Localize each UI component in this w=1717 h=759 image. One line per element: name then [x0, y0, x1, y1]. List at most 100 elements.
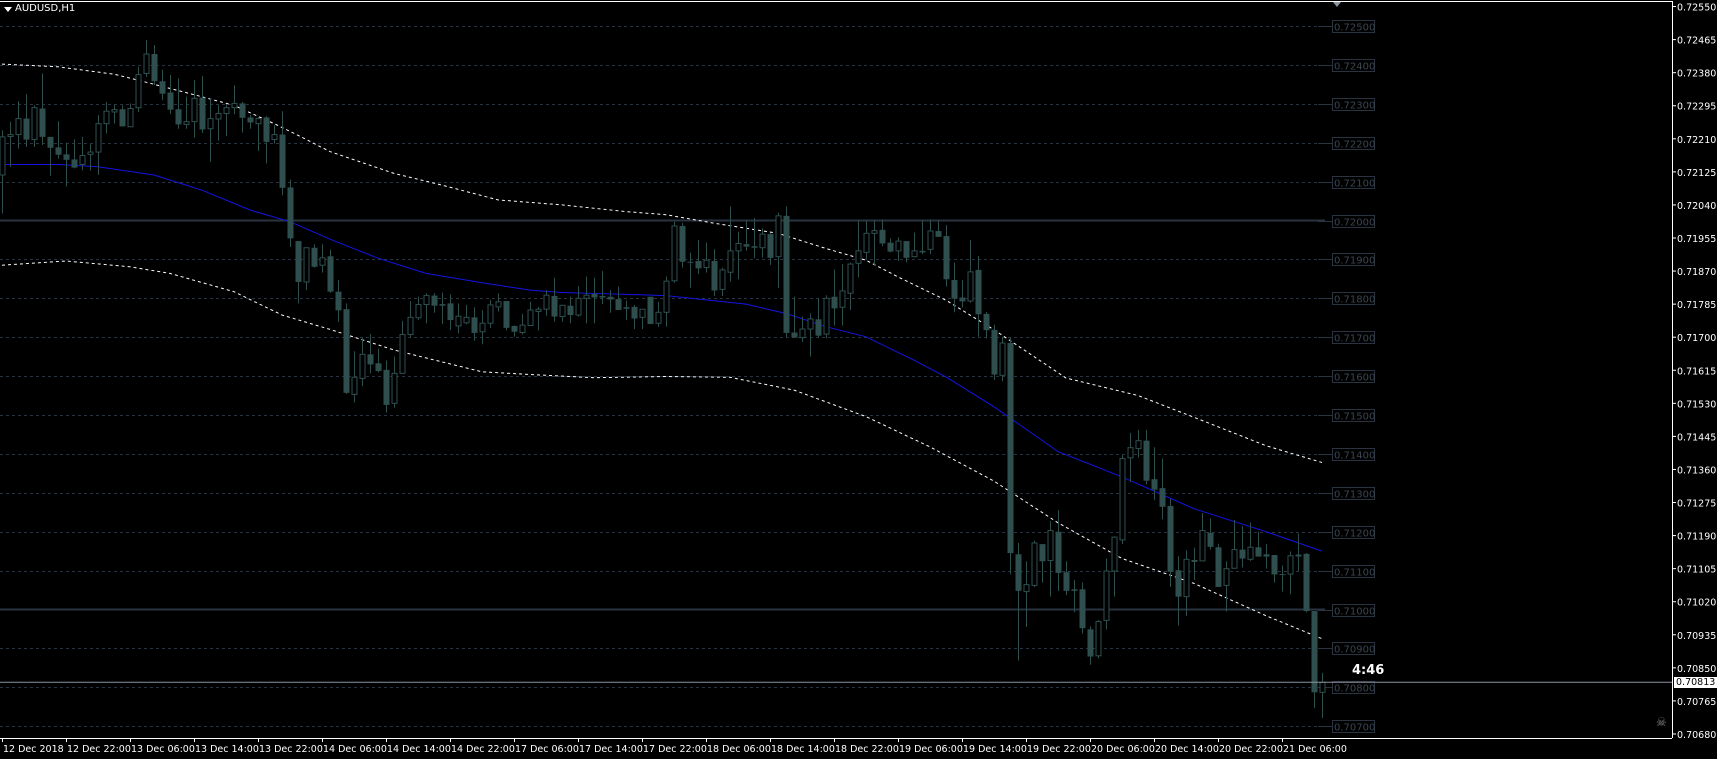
candle-body-bear: [167, 92, 174, 110]
time-axis-label: 20 Dec 06:00: [1091, 744, 1155, 755]
candle: [231, 85, 238, 115]
price-axis-label: 0.71020: [1677, 598, 1716, 609]
candle-body-bear: [791, 332, 798, 338]
candle: [823, 295, 830, 339]
candle: [1159, 458, 1166, 520]
candle: [1023, 561, 1030, 628]
candle-body-bull: [183, 121, 190, 125]
candle-body-bull: [839, 290, 846, 308]
candle-body-bull: [535, 308, 542, 313]
time-axis-label: 12 Dec 22:00: [67, 744, 131, 755]
candle-body-bull: [863, 232, 870, 253]
autoscroll-marker-icon[interactable]: [1333, 2, 1341, 7]
candle-body-bull: [727, 250, 734, 273]
candle: [615, 286, 622, 310]
candle: [119, 105, 126, 127]
candle: [967, 239, 974, 303]
time-axis-label: 17 Dec 22:00: [643, 744, 707, 755]
time-axis-label: 13 Dec 06:00: [131, 744, 195, 755]
grid-label: 0.70700: [1334, 723, 1375, 734]
candle-body-bear: [951, 280, 958, 299]
price-axis-label: 0.72295: [1677, 102, 1716, 113]
candle: [527, 301, 534, 327]
candle-body-bear: [375, 363, 382, 372]
candle-body-bull: [1223, 568, 1230, 586]
candle: [15, 101, 22, 149]
candle-body-bull: [223, 107, 230, 115]
candle: [0, 130, 6, 214]
candle: [151, 45, 158, 86]
candle: [935, 220, 942, 237]
candle-body-bear: [959, 297, 966, 302]
grid-label: 0.71200: [1334, 529, 1375, 540]
candle: [351, 351, 358, 403]
price-axis-label: 0.70680: [1677, 730, 1716, 741]
candle: [87, 144, 94, 171]
candle-body-bull: [271, 134, 278, 141]
candle: [1271, 555, 1278, 583]
candle: [839, 264, 846, 326]
candle-body-bull: [215, 113, 222, 120]
candle-body-bear: [71, 159, 78, 168]
candle: [559, 304, 566, 322]
candle: [431, 293, 438, 313]
candle-body-bull: [1295, 554, 1302, 557]
candle: [1079, 582, 1086, 634]
time-axis-label: 21 Dec 06:00: [1283, 744, 1347, 755]
candle: [719, 267, 726, 296]
price-axis-label: 0.72465: [1677, 36, 1716, 47]
candle-body-bull: [15, 118, 22, 136]
candle-body-bull: [0, 136, 6, 176]
candle: [343, 303, 350, 394]
candle-body-bull: [1135, 440, 1142, 449]
candle-body-bear: [679, 225, 686, 262]
candle: [167, 75, 174, 115]
candle: [423, 293, 430, 324]
candle-body-bear: [783, 215, 790, 333]
candle-body-bull: [423, 295, 430, 306]
candle-body-bull: [671, 225, 678, 282]
chart-title: AUDUSD,H1: [15, 3, 76, 14]
candle: [463, 304, 470, 325]
candle: [207, 98, 214, 162]
candle: [327, 249, 334, 293]
candle: [655, 301, 662, 327]
candle: [551, 277, 558, 322]
candle: [287, 179, 294, 247]
candle: [1143, 429, 1150, 485]
candle: [31, 105, 38, 147]
candle: [271, 125, 278, 144]
candle: [495, 293, 502, 312]
candle-body-bull: [719, 269, 726, 290]
candle-body-bull: [79, 155, 86, 165]
time-axis-label: 18 Dec 06:00: [707, 744, 771, 755]
price-axis-label: 0.71870: [1677, 267, 1716, 278]
candle: [831, 269, 838, 326]
candle: [1055, 510, 1062, 591]
candle: [879, 219, 886, 247]
candle-body-bull: [1231, 549, 1238, 569]
candle-body-bull: [231, 102, 238, 109]
candle: [599, 271, 606, 305]
grid-label: 0.70900: [1334, 645, 1375, 656]
candle: [1191, 547, 1198, 580]
price-axis-label: 0.71105: [1677, 565, 1716, 576]
candle: [751, 218, 758, 259]
moving-average-line: [2, 164, 1323, 552]
candle-body-bull: [1103, 570, 1110, 621]
candle: [631, 304, 638, 330]
candle-body-bear: [63, 154, 70, 160]
candle-body-bear: [1063, 572, 1070, 591]
candle: [319, 244, 326, 273]
triangle-down-icon[interactable]: [4, 7, 12, 12]
price-axis-label: 0.71190: [1677, 532, 1716, 543]
candle: [791, 296, 798, 338]
candle: [727, 206, 734, 282]
candle: [1063, 561, 1070, 596]
candle: [1223, 561, 1230, 612]
candle-body-bear: [39, 108, 46, 137]
price-axis-label: 0.70765: [1677, 697, 1716, 708]
grid-label-box: [1332, 176, 1375, 189]
candle-body-bear: [711, 260, 718, 291]
